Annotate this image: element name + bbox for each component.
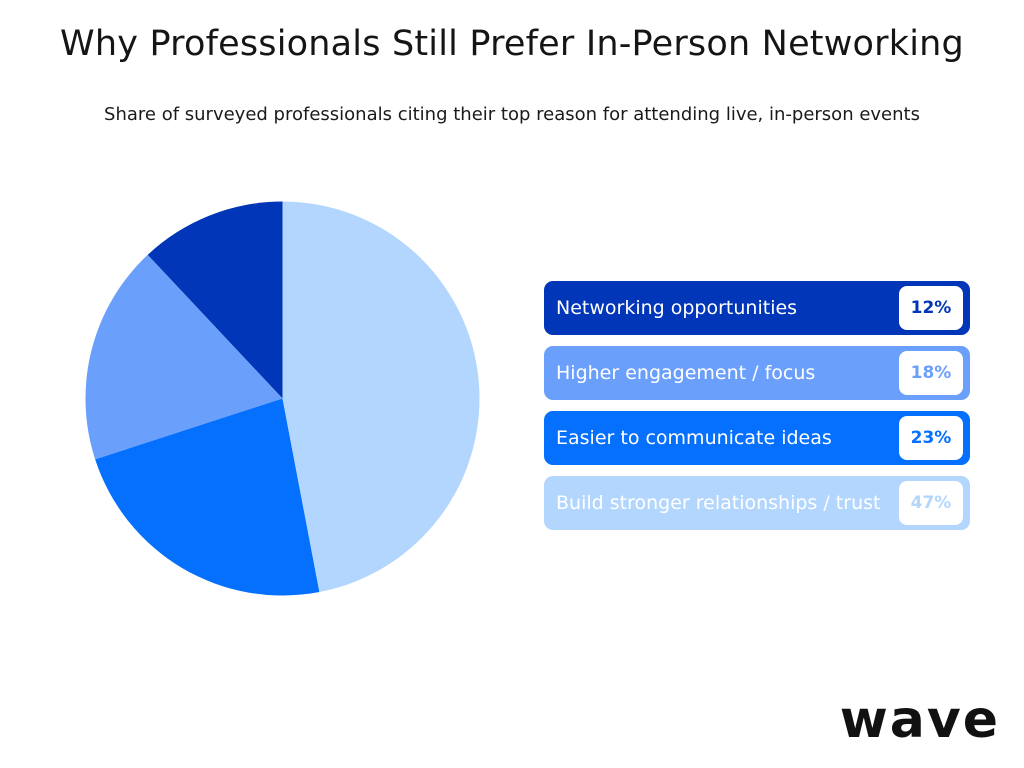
legend-label: Easier to communicate ideas [556,427,832,449]
chart-title: Why Professionals Still Prefer In-Person… [60,24,964,64]
legend-value: 18% [899,351,963,395]
pie-slice [95,398,320,596]
legend-item: Build stronger relationships / trust 47% [544,476,970,530]
legend-item: Networking opportunities 12% [544,281,970,335]
legend-item: Higher engagement / focus 18% [544,346,970,400]
legend-value: 23% [899,416,963,460]
legend-label: Networking opportunities [556,297,798,319]
brand-logo: wave [839,690,1000,750]
pie-slice [85,254,283,460]
pie-slice [282,201,480,593]
legend-label: Build stronger relationships / trust [556,492,881,514]
legend-item: Easier to communicate ideas 23% [544,411,970,465]
legend: Networking opportunities 12% Higher enga… [544,281,970,541]
legend-label: Higher engagement / focus [556,362,816,384]
pie-chart [85,201,480,596]
pie-slice [147,201,283,399]
legend-value: 12% [899,286,963,330]
legend-value: 47% [899,481,963,525]
chart-subtitle: Share of surveyed professionals citing t… [104,104,920,125]
